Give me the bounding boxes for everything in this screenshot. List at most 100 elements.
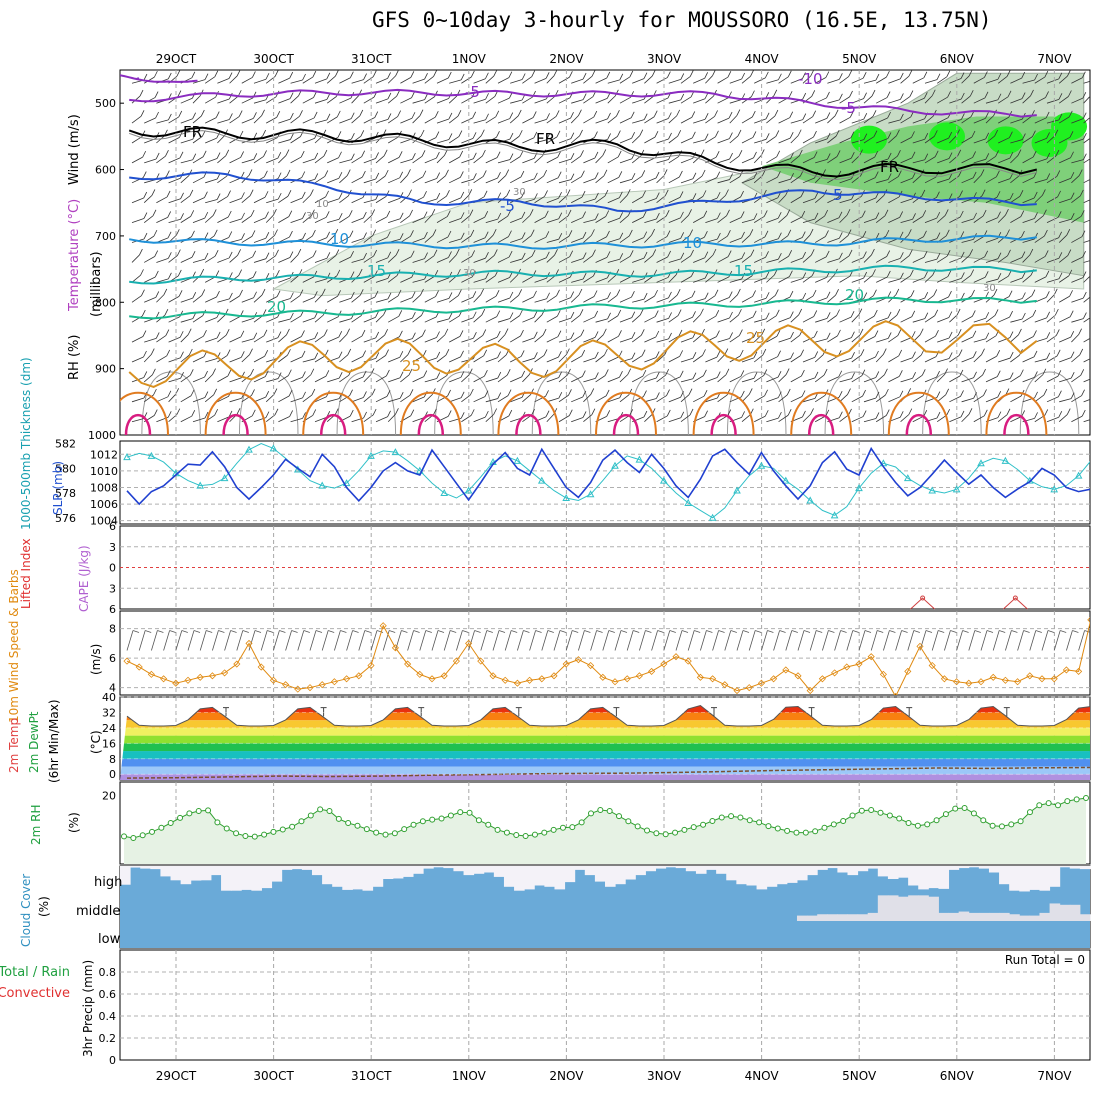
wind-barb-feather [1019, 190, 1024, 197]
rh-marker [970, 810, 977, 817]
wind-barb [766, 335, 778, 343]
wind-barb [1034, 138, 1047, 144]
cloud-middle-clear [928, 896, 939, 921]
wind-barb [290, 315, 301, 323]
cloud-middle-clear [898, 896, 909, 921]
wind-barb-feather [409, 389, 414, 396]
wind-barb [668, 176, 680, 184]
wind-barb [180, 318, 193, 323]
wind-barb [327, 136, 339, 144]
wind-barb [192, 315, 203, 323]
wind-barb-feather [959, 369, 964, 377]
wind-barb-feather [606, 230, 610, 238]
wind-barb-feather [945, 229, 950, 236]
wind-barb-feather [253, 112, 257, 119]
wind-barb-feather [934, 150, 939, 157]
wind-barb [644, 316, 656, 323]
wind-barb-feather [1007, 90, 1012, 98]
wind-barb [961, 414, 970, 423]
wind-barb [558, 394, 569, 403]
wind-barb [644, 177, 657, 184]
wind10m-barb [822, 630, 829, 651]
wind-barb [815, 317, 828, 323]
thickness-marker [611, 461, 619, 469]
wind-barb-feather [299, 110, 303, 117]
wind-barb [790, 375, 802, 383]
wind-barb-feather [192, 133, 197, 140]
wind-barb-feather [628, 388, 633, 396]
wind-barb-feather [1092, 110, 1095, 116]
wind-barb-feather [969, 249, 973, 256]
temp-contour-label: 25 [402, 357, 421, 375]
wind-barb [217, 216, 229, 223]
wind-barb [436, 236, 449, 243]
wind-barb [497, 215, 508, 223]
wind-barb [558, 256, 570, 263]
wind10m-barb-feather [315, 630, 323, 633]
wind-barb-feather [899, 113, 904, 121]
wind-barb-feather [738, 150, 743, 157]
wind-barb [766, 115, 776, 124]
wind-barb [424, 378, 437, 383]
wind-barb [766, 79, 779, 84]
wind-barb [558, 374, 568, 383]
wind-barb [583, 394, 592, 403]
wind-barb-feather [346, 328, 350, 335]
rh-contour-ring [336, 371, 397, 435]
wind-barb-feather [631, 291, 635, 298]
wind-barb-feather [521, 232, 526, 239]
wind-barb-feather [276, 111, 281, 118]
wind-barb [961, 75, 970, 84]
wind-barb-feather [1058, 231, 1063, 238]
wind-barb-feather [497, 351, 501, 358]
cloud-level-high: high [94, 875, 122, 890]
wind-barb [143, 76, 155, 84]
wind-barb [351, 356, 363, 363]
wind-barb-feather [790, 331, 794, 339]
wind-barb [546, 95, 556, 104]
wind-barb-feather [631, 311, 636, 318]
wind-barb [814, 395, 826, 403]
wind-barb-feather [165, 149, 169, 157]
rh-marker [587, 810, 594, 817]
wind-barb-feather [668, 332, 672, 340]
wind-barb-feather [421, 150, 426, 157]
wind-barb [424, 214, 433, 223]
wind-barb [900, 198, 913, 204]
wind-barb-feather [703, 369, 707, 376]
rh-marker [121, 833, 127, 840]
wind-barb-feather [484, 410, 489, 418]
wind-barb-feather [997, 390, 1002, 398]
isotherm-35-loop [515, 414, 542, 435]
wind-barb-feather [321, 288, 326, 296]
wind-barb [156, 396, 169, 403]
wind-barb [265, 96, 277, 104]
wind-barb [351, 335, 363, 343]
wind-barb [1022, 238, 1035, 243]
wind-barb-feather [249, 189, 254, 196]
wind-barb [266, 316, 278, 323]
wind-barb [790, 355, 801, 363]
wind-barb [1083, 317, 1090, 323]
wind-barb-feather [1070, 151, 1074, 158]
wind-barb [558, 338, 572, 343]
wind-barb [1010, 395, 1022, 403]
wind10m-barb-feather [450, 630, 457, 633]
wind-barb-feather [568, 389, 572, 396]
wind-barb [510, 397, 523, 403]
wind-barb [314, 176, 326, 184]
wind-barb-feather [359, 289, 364, 296]
wind10m-barb-feather [340, 630, 347, 633]
wind-barb [1083, 117, 1090, 124]
wind-barb [570, 115, 579, 124]
isotherm-25 [128, 320, 1038, 388]
wind-barb [546, 197, 559, 204]
wind-barb-feather [187, 328, 192, 335]
wind-barb [766, 156, 777, 164]
wind-barb-feather [252, 271, 257, 278]
wind-barb-feather [167, 370, 171, 377]
wind-barb [1046, 237, 1059, 243]
wind-barb-feather [848, 408, 852, 416]
wind-barb [327, 377, 340, 383]
wind-barb [717, 97, 729, 104]
